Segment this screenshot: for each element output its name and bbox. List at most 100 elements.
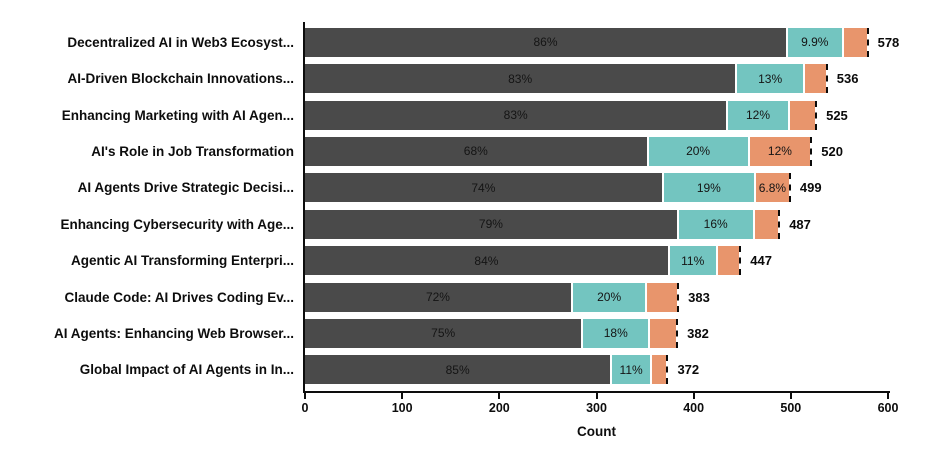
x-tick: [692, 393, 695, 399]
bar-row: 68% 20% 12% 520: [305, 136, 843, 166]
category-label: Enhancing Cybersecurity with Age...: [60, 216, 294, 232]
segment-value-label: 75%: [431, 326, 456, 341]
x-tick-label: 100: [391, 401, 413, 415]
bar-row: 86% 9.9% 578: [305, 27, 900, 57]
total-count-label: 525: [826, 107, 848, 123]
segment-value-label: 11%: [619, 362, 643, 377]
segment-value-label: 83%: [503, 108, 528, 122]
bar-row: 84% 11% 447: [305, 246, 772, 276]
category-label: AI-Driven Blockchain Innovations...: [67, 71, 294, 87]
segment-value-label: 85%: [445, 362, 470, 377]
category-label: Enhancing Marketing with AI Agen...: [61, 107, 294, 123]
x-tick: [887, 393, 889, 399]
category-label: Global Impact of AI Agents in In...: [79, 362, 294, 378]
segment-value-label: 20%: [597, 290, 622, 304]
x-tick: [789, 393, 792, 399]
segment-value-label: 6.8%: [758, 180, 787, 195]
total-count-label: 499: [799, 180, 822, 196]
x-tick-label: 200: [488, 401, 510, 415]
bar-segment-secondary: 11%: [612, 355, 650, 385]
bar-segment-primary: 79%: [305, 209, 677, 239]
bar-end-marker: [866, 27, 869, 57]
y-axis-line: [303, 22, 305, 393]
bar-segment-secondary: 9.9%: [787, 27, 842, 57]
bar-segment-secondary: 19%: [663, 173, 754, 203]
total-count-label: 383: [688, 289, 710, 305]
total-count-label: 520: [821, 143, 843, 159]
x-tick: [304, 393, 306, 399]
bar-segment-secondary: 16%: [678, 209, 753, 239]
segment-value-label: 79%: [478, 217, 503, 232]
category-label: Agentic AI Transforming Enterpri...: [70, 253, 294, 269]
total-count-label: 447: [750, 253, 772, 269]
bar-segment-secondary: 18%: [583, 318, 649, 348]
segment-value-label: 72%: [425, 290, 450, 304]
segment-value-label: 19%: [696, 180, 721, 195]
x-tick: [595, 393, 598, 399]
bar-segment-secondary: 13%: [737, 64, 803, 94]
bar-segment-primary: 68%: [305, 136, 647, 166]
x-axis-title: Count: [577, 424, 616, 439]
bar-row: 72% 20% 383: [305, 282, 710, 312]
category-label: Decentralized AI in Web3 Ecosyst...: [67, 34, 294, 50]
segment-value-label: 13%: [758, 71, 783, 86]
bar-end-marker: [676, 318, 679, 348]
bar-segment-secondary: 20%: [572, 282, 646, 312]
x-axis-line: [303, 391, 890, 393]
bar-segment-tertiary: [843, 27, 867, 57]
segment-value-label: 12%: [745, 108, 770, 122]
total-count-label: 487: [789, 216, 811, 232]
bar-end-marker: [815, 100, 818, 130]
category-label: AI Agents: Enhancing Web Browser...: [53, 325, 294, 341]
bar-segment-tertiary: [754, 209, 779, 239]
bar-segment-primary: 83%: [305, 64, 736, 94]
category-label: AI's Role in Job Transformation: [91, 143, 294, 159]
x-tick: [401, 393, 404, 399]
bar-end-marker: [788, 173, 791, 203]
bar-segment-primary: 83%: [305, 100, 727, 130]
bar-segment-tertiary: [650, 318, 677, 348]
bar-end-marker: [666, 355, 669, 385]
x-tick-label: 600: [877, 401, 899, 415]
bar-end-marker: [778, 209, 781, 239]
x-tick-label: 500: [780, 401, 802, 415]
bar-end-marker: [739, 246, 742, 276]
category-label: AI Agents Drive Strategic Decisi...: [77, 180, 294, 196]
bar-end-marker: [810, 136, 813, 166]
segment-value-label: 83%: [508, 71, 533, 86]
bar-row: 83% 12% 525: [305, 100, 848, 130]
bar-row: 75% 18% 382: [305, 318, 709, 348]
segment-value-label: 16%: [703, 217, 728, 232]
bar-segment-tertiary: [717, 246, 740, 276]
total-count-label: 578: [877, 34, 900, 50]
segment-value-label: 68%: [463, 144, 488, 159]
bar-row: 83% 13% 536: [305, 64, 859, 94]
bar-segment-tertiary: [789, 100, 816, 130]
bar-segment-secondary: 11%: [669, 246, 716, 276]
bar-segment-secondary: 12%: [728, 100, 788, 130]
segment-value-label: 84%: [474, 253, 499, 268]
bar-segment-tertiary: 12%: [749, 136, 811, 166]
total-count-label: 382: [687, 325, 709, 341]
segment-value-label: 86%: [533, 35, 558, 50]
bar-segment-primary: 86%: [305, 27, 786, 57]
x-tick-label: 300: [586, 401, 607, 415]
segment-value-label: 11%: [681, 253, 705, 268]
bar-row: 74% 19% 6.8% 499: [305, 173, 822, 203]
x-tick-label: 400: [683, 401, 705, 415]
bar-segment-secondary: 20%: [648, 136, 748, 166]
bar-segment-primary: 85%: [305, 355, 611, 385]
bar-segment-tertiary: [804, 64, 826, 94]
bar-segment-primary: 74%: [305, 173, 662, 203]
segment-value-label: 18%: [603, 326, 628, 341]
bar-row: 79% 16% 487: [305, 209, 811, 239]
x-tick-label: 0: [301, 401, 309, 415]
bar-end-marker: [825, 64, 828, 94]
bar-segment-primary: 84%: [305, 246, 668, 276]
segment-value-label: 74%: [471, 180, 496, 195]
bar-segment-tertiary: [647, 282, 678, 312]
segment-value-label: 9.9%: [801, 35, 829, 50]
bar-segment-primary: 72%: [305, 282, 571, 312]
bar-segment-tertiary: 6.8%: [755, 173, 789, 203]
